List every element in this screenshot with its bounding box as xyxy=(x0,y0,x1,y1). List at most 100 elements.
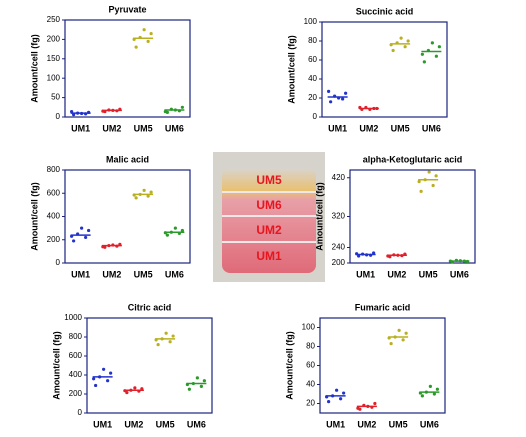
x-tick-label: UM1 xyxy=(326,419,345,429)
data-point xyxy=(428,384,432,388)
data-point xyxy=(94,383,98,388)
y-tick-label: 240 xyxy=(332,243,346,252)
data-point xyxy=(430,41,434,45)
x-tick-label: UM2 xyxy=(124,419,143,429)
data-point xyxy=(399,36,403,40)
data-point xyxy=(335,388,339,392)
data-point xyxy=(165,233,169,237)
x-tick-label: UM1 xyxy=(93,419,112,429)
x-tick-label: UM2 xyxy=(102,269,121,279)
y-axis-label: Amount/cell (fg) xyxy=(51,331,61,400)
data-point xyxy=(163,109,167,114)
y-tick-label: 0 xyxy=(56,258,61,267)
photo: UM5 UM6 UM2 UM1 xyxy=(213,152,325,282)
x-tick-label: UM5 xyxy=(134,123,153,133)
data-point xyxy=(342,391,346,395)
x-tick-label: UM1 xyxy=(356,269,375,279)
data-point xyxy=(403,45,407,49)
y-tick-label: 50 xyxy=(51,93,60,102)
data-point xyxy=(432,392,436,396)
data-point xyxy=(87,228,91,233)
x-tick-label: UM6 xyxy=(165,123,184,133)
y-tick-label: 0 xyxy=(313,112,318,121)
data-point xyxy=(102,367,106,371)
y-tick-label: 20 xyxy=(306,399,315,408)
plot-frame xyxy=(64,19,191,118)
data-point xyxy=(146,194,150,198)
data-point xyxy=(397,328,401,332)
y-tick-label: 600 xyxy=(69,351,83,360)
y-axis-label: Amount/cell (fg) xyxy=(284,331,294,400)
photo-label: UM5 xyxy=(256,173,282,187)
data-point xyxy=(164,331,168,335)
plot-frame xyxy=(319,317,446,414)
x-tick-label: UM1 xyxy=(328,123,347,133)
x-tick-label: UM5 xyxy=(134,269,153,279)
data-point xyxy=(372,251,376,255)
y-tick-label: 0 xyxy=(78,408,83,417)
y-tick-label: 100 xyxy=(47,73,61,82)
y-tick-label: 80 xyxy=(308,36,317,45)
data-point xyxy=(327,400,331,404)
data-point xyxy=(142,188,146,192)
data-point xyxy=(70,109,74,114)
y-axis-label: Amount/cell (fg) xyxy=(29,182,39,251)
data-point xyxy=(427,170,431,174)
y-tick-label: 250 xyxy=(47,15,61,24)
x-tick-label: UM6 xyxy=(187,419,206,429)
plot-frame xyxy=(349,169,476,264)
data-point xyxy=(92,377,96,381)
data-point xyxy=(72,239,76,243)
data-point xyxy=(149,190,153,194)
x-tick-label: UM6 xyxy=(422,123,441,133)
y-axis-label: Amount/cell (fg) xyxy=(314,182,324,251)
x-tick-label: UM1 xyxy=(71,269,90,279)
chart-title: Malic acid xyxy=(106,154,149,164)
y-tick-label: 200 xyxy=(47,35,61,44)
data-point xyxy=(134,45,138,49)
photo-label: UM2 xyxy=(256,223,282,237)
data-point xyxy=(173,226,177,230)
y-tick-label: 150 xyxy=(47,54,61,63)
data-point xyxy=(199,384,203,388)
data-point xyxy=(434,54,438,58)
data-point xyxy=(389,342,393,346)
y-tick-label: 200 xyxy=(47,235,61,244)
y-tick-label: 800 xyxy=(47,165,61,174)
x-tick-label: UM2 xyxy=(387,269,406,279)
data-point xyxy=(195,376,199,380)
data-point xyxy=(401,338,405,342)
plot-frame xyxy=(64,169,191,264)
data-point xyxy=(180,228,184,233)
data-point xyxy=(435,387,439,391)
x-tick-label: UM2 xyxy=(357,419,376,429)
y-tick-label: 320 xyxy=(332,212,346,221)
y-axis-label: Amount/cell (fg) xyxy=(286,35,296,104)
data-point xyxy=(133,386,137,390)
data-point xyxy=(417,180,421,184)
data-point xyxy=(134,196,138,200)
data-point xyxy=(437,45,441,49)
y-tick-label: 0 xyxy=(56,112,61,121)
data-point xyxy=(419,189,423,193)
chart-title: Pyruvate xyxy=(108,4,146,14)
data-point xyxy=(434,174,438,178)
x-tick-label: UM6 xyxy=(420,419,439,429)
y-tick-label: 400 xyxy=(69,370,83,379)
y-tick-label: 600 xyxy=(47,188,61,197)
dish-stack xyxy=(222,168,316,273)
data-point xyxy=(149,31,153,36)
data-point xyxy=(156,343,160,347)
x-tick-label: UM2 xyxy=(359,123,378,133)
data-point xyxy=(187,387,191,391)
data-point xyxy=(341,97,345,101)
data-point xyxy=(142,28,146,32)
x-tick-label: UM5 xyxy=(156,419,175,429)
data-point xyxy=(431,183,435,188)
y-tick-label: 60 xyxy=(308,55,317,64)
data-point xyxy=(109,371,113,375)
data-point xyxy=(420,52,424,56)
plot-frame xyxy=(86,317,213,414)
chart: Pyruvate Amount/cell (fg) 0 50 100 150 200 250 U… xyxy=(29,4,191,133)
